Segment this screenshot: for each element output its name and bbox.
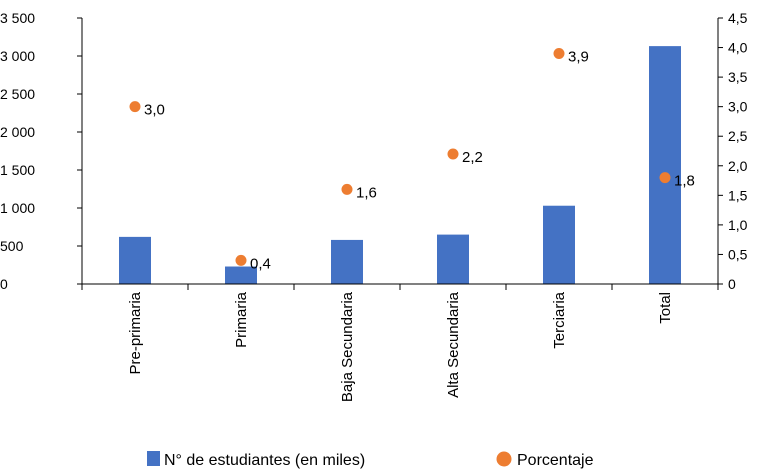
data-point bbox=[129, 101, 141, 113]
bar bbox=[225, 266, 257, 284]
right-tick-label: 3,5 bbox=[728, 69, 748, 85]
left-tick-label: 2 500 bbox=[0, 86, 35, 102]
data-label: 2,2 bbox=[462, 149, 483, 166]
point-series: 3,0 0,4 1,6 2,2 3,9 1,8 bbox=[129, 47, 695, 272]
bar bbox=[331, 239, 363, 284]
category-label: Total bbox=[657, 292, 674, 324]
left-tick-label: 0 bbox=[0, 276, 8, 292]
x-axis-categories: Pre-primaria Primaria Baja Secundaria Alta … bbox=[81, 284, 719, 402]
right-tick-label: 4,5 bbox=[728, 10, 748, 26]
legend-label-students: N° de estudiantes (en miles) bbox=[164, 452, 365, 469]
bar bbox=[543, 205, 575, 284]
left-tick-label: 500 bbox=[0, 238, 24, 254]
left-tick-label: 3 000 bbox=[0, 48, 35, 64]
data-label: 0,4 bbox=[250, 255, 271, 272]
legend-swatch-students bbox=[147, 451, 160, 466]
left-tick-label: 1 000 bbox=[0, 200, 35, 216]
left-tick-label: 2 000 bbox=[0, 124, 35, 140]
right-tick-label: 0,5 bbox=[728, 246, 748, 262]
legend-label-percentage: Porcentaje bbox=[517, 452, 594, 469]
category-label: Alta Secundaria bbox=[445, 291, 462, 398]
bar-series bbox=[119, 46, 681, 285]
data-point bbox=[447, 148, 459, 160]
right-axis: 0 0,5 1,0 1,5 2,0 2,5 3,0 3,5 4,0 4,5 bbox=[718, 10, 748, 292]
data-label: 1,6 bbox=[356, 184, 377, 201]
bar bbox=[437, 234, 469, 284]
data-label: 3,9 bbox=[568, 48, 589, 65]
legend: N° de estudiantes (en miles) Porcentaje bbox=[147, 451, 594, 469]
legend-marker-percentage bbox=[496, 451, 512, 467]
right-tick-label: 0 bbox=[728, 276, 736, 292]
data-label: 1,8 bbox=[674, 173, 695, 190]
bar bbox=[649, 46, 681, 285]
category-label: Pre-primaria bbox=[127, 291, 144, 374]
data-label: 3,0 bbox=[144, 102, 165, 119]
category-label: Terciaria bbox=[551, 291, 568, 348]
right-tick-label: 3,0 bbox=[728, 99, 748, 115]
data-point bbox=[659, 172, 671, 184]
data-point bbox=[553, 47, 565, 59]
bar bbox=[119, 236, 151, 284]
right-tick-label: 1,5 bbox=[728, 187, 748, 203]
right-tick-label: 1,0 bbox=[728, 217, 748, 233]
right-tick-label: 2,5 bbox=[728, 128, 748, 144]
data-point bbox=[235, 254, 247, 266]
right-tick-label: 2,0 bbox=[728, 158, 748, 174]
left-tick-label: 1 500 bbox=[0, 162, 35, 178]
data-point bbox=[341, 183, 353, 195]
right-tick-label: 4,0 bbox=[728, 40, 748, 56]
category-label: Primaria bbox=[233, 291, 250, 347]
left-tick-label: 3 500 bbox=[0, 10, 35, 26]
left-axis: 0 500 1 000 1 500 2 000 2 500 3 000 3 500 bbox=[0, 10, 82, 292]
category-label: Baja Secundaria bbox=[339, 291, 356, 402]
